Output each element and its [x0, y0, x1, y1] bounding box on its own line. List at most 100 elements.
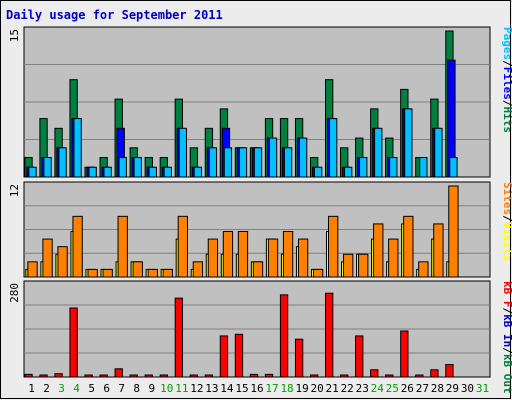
legend-item: kB F: [501, 281, 512, 308]
bar-kb-f: [385, 374, 394, 378]
bar-pages: [238, 147, 248, 178]
bar-sites: [27, 261, 38, 278]
bar-pages: [283, 147, 293, 178]
x-tick-label: 7: [118, 382, 125, 395]
legend-item: Files: [501, 67, 512, 100]
bar-kb-f: [294, 338, 304, 378]
bar-kb-f: [39, 374, 48, 378]
chart-title: Daily usage for September 2011: [6, 8, 223, 22]
x-tick-label: 3: [58, 382, 65, 395]
bar-sites: [102, 268, 113, 278]
x-tick-label: 17: [265, 382, 278, 395]
bar-kb-f: [189, 374, 199, 378]
bar-pages: [58, 147, 67, 178]
x-tick-label: 11: [175, 382, 188, 395]
bar-sites: [433, 223, 444, 278]
bar-pages: [208, 147, 218, 178]
bar-pages: [163, 166, 172, 178]
bar-pages: [28, 166, 37, 178]
bar-sites: [147, 268, 158, 278]
bar-kb-f: [430, 369, 439, 378]
bar-kb-f: [99, 374, 108, 378]
bar-sites: [192, 261, 204, 278]
bar-pages: [133, 157, 142, 178]
bar-pages: [223, 147, 233, 178]
bar-pages: [178, 127, 187, 178]
bar-pages: [329, 118, 338, 178]
legend-item: Hits: [501, 107, 512, 134]
bar-kb-f: [340, 374, 349, 378]
bar-sites: [448, 185, 459, 278]
bar-sites: [237, 231, 249, 278]
bar-sites: [162, 268, 173, 278]
x-tick-label: 2: [43, 382, 50, 395]
y-max-label: 12: [8, 184, 21, 197]
bar-pages: [88, 166, 97, 178]
bar-pages: [118, 157, 127, 178]
bar-pages: [389, 157, 398, 178]
x-tick-label: 9: [148, 382, 155, 395]
legend-item: kB Out: [501, 354, 512, 394]
bar-pages: [419, 157, 428, 178]
x-tick-label: 20: [311, 382, 324, 395]
bar-sites: [312, 268, 324, 278]
bar-kb-f: [114, 368, 123, 378]
legend-item: /: [501, 347, 512, 354]
panel-legend: Pages/Files/Hits: [501, 27, 512, 133]
bar-kb-f: [174, 297, 183, 378]
bar-pages: [103, 166, 112, 178]
bar-pages: [253, 147, 263, 178]
bar-kb-f: [445, 364, 454, 378]
y-max-label: 280: [8, 283, 21, 303]
bar-sites: [297, 238, 309, 278]
x-tick-label: 30: [461, 382, 474, 395]
bar-kb-f: [415, 374, 424, 378]
bar-sites: [418, 261, 429, 278]
bar-sites: [403, 215, 414, 278]
legend-item: /: [501, 100, 512, 107]
x-tick-label: 18: [280, 382, 293, 395]
x-tick-label: 6: [103, 382, 110, 395]
bar-sites: [222, 231, 234, 278]
legend-item: Visits: [501, 222, 512, 262]
x-tick-label: 22: [341, 382, 354, 395]
bar-sites: [117, 215, 128, 278]
bar-sites: [177, 215, 188, 278]
bar-pages: [449, 157, 458, 178]
bar-sites: [207, 238, 219, 278]
y-max-label: 15: [8, 29, 21, 42]
x-tick-label: 26: [401, 382, 414, 395]
x-tick-label: 16: [250, 382, 263, 395]
bar-pages: [43, 157, 52, 178]
legend-item: kB In: [501, 314, 512, 347]
bar-sites: [343, 253, 354, 278]
x-tick-label: 31: [476, 382, 489, 395]
x-axis-labels: 1 2 3 4 5 6 7 8 9 10 11 12 13 14 15 16 17 18 19 20 21 22 23 24 2…: [28, 382, 489, 395]
bar-sites: [72, 215, 83, 278]
bar-pages: [268, 137, 278, 178]
legend-item: /: [501, 308, 512, 315]
legend-item: Pages: [501, 27, 512, 60]
legend-item: Sites: [501, 182, 512, 215]
x-tick-label: 4: [73, 382, 80, 395]
bar-sites: [132, 261, 143, 278]
x-tick-label: 19: [295, 382, 308, 395]
bar-kb-f: [129, 374, 138, 378]
x-tick-label: 23: [356, 382, 369, 395]
x-tick-label: 8: [133, 382, 140, 395]
bar-kb-f: [69, 307, 78, 378]
bar-sites: [373, 223, 384, 278]
bar-pages: [73, 118, 82, 178]
x-tick-label: 13: [205, 382, 218, 395]
bar-sites: [252, 261, 264, 278]
panel-visits-sites: 12 Sites/Visits: [8, 181, 512, 278]
bar-kb-f: [309, 374, 319, 378]
panel-legend: kB F/kB In/kB Out: [501, 281, 512, 394]
x-tick-label: 1: [28, 382, 35, 395]
bar-kb-f: [370, 369, 379, 378]
x-tick-label: 28: [431, 382, 444, 395]
